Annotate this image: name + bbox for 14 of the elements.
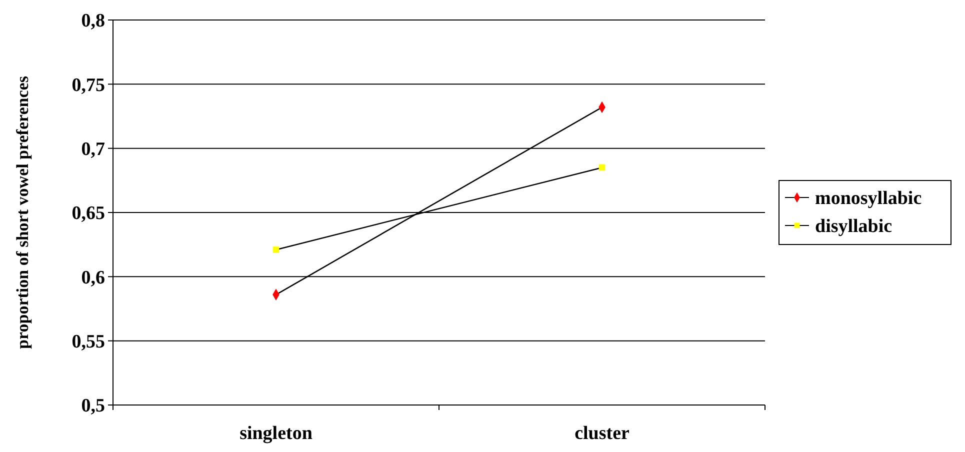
point [598,164,606,171]
x-tick-label: singleton [240,423,313,444]
y-tick-label: 0,65 [72,203,105,224]
y-tick-label: 0,75 [72,74,105,96]
y-tick-label: 0,7 [81,138,106,160]
point [272,246,280,253]
y-axis-title: proportion of short vowel preferences [13,76,32,349]
y-tick-label: 0,6 [81,267,105,288]
y-tick-label: 0,5 [81,396,105,417]
legend-label: disyllabic [815,216,892,238]
legend-label: monosyllabic [815,188,922,210]
y-tick-label: 0,8 [81,10,105,32]
y-tick-label: 0,55 [72,331,105,352]
x-tick-label: cluster [574,423,630,444]
